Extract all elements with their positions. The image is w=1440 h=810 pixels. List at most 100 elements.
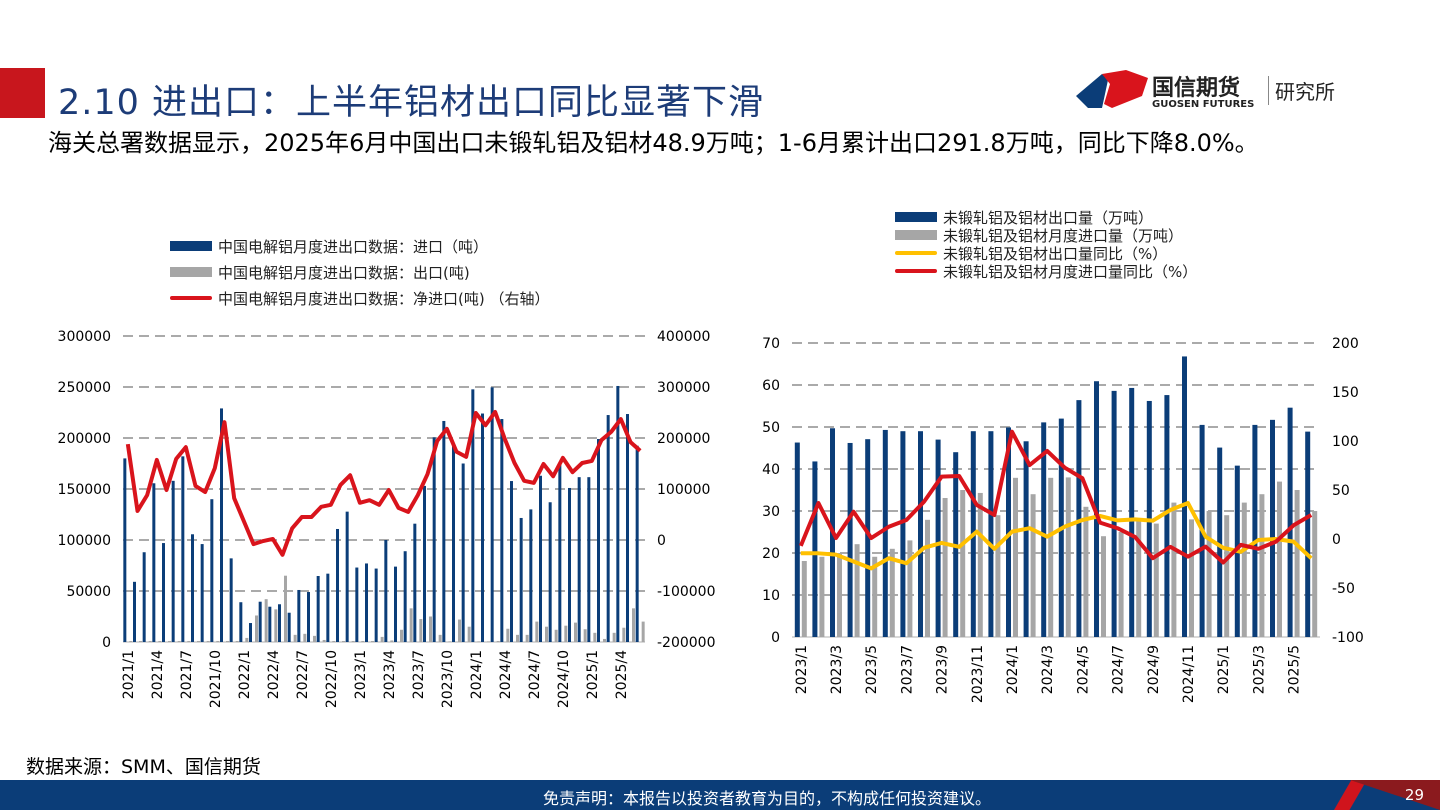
y-tick-label: 10 <box>762 588 780 604</box>
bar-primary <box>442 420 446 642</box>
y2-tick-label: -200000 <box>657 635 716 651</box>
bar-primary <box>1111 390 1117 637</box>
x-tick-label: 2021/4 <box>150 650 166 699</box>
bar-secondary <box>564 625 568 642</box>
bar-secondary <box>255 615 258 642</box>
x-tick-label: 2023/3 <box>829 645 845 694</box>
bar-primary <box>500 419 504 642</box>
bar-secondary <box>535 621 539 642</box>
bar-secondary <box>1224 515 1230 637</box>
bar-primary <box>935 439 941 637</box>
x-tick-label: 2023/10 <box>440 650 456 708</box>
y2-tick-label: 200000 <box>657 431 710 447</box>
legend-swatch <box>170 296 212 300</box>
bar-primary <box>229 558 233 642</box>
legend-swatch <box>895 230 937 240</box>
bar-primary <box>365 563 368 642</box>
bar-secondary <box>235 640 239 642</box>
bar-secondary <box>187 640 191 642</box>
y2-tick-label: 150 <box>1332 385 1359 401</box>
x-tick-label: 2025/1 <box>1216 645 1232 694</box>
x-tick-label: 2021/10 <box>208 650 224 708</box>
bar-secondary <box>554 629 558 642</box>
bar-secondary <box>467 626 471 642</box>
legend-label: 未锻轧铝及铝材月度进口量同比（%） <box>943 262 1198 281</box>
bar-primary <box>278 604 281 642</box>
bar-primary <box>461 463 465 642</box>
legend-item: 未锻轧铝及铝材月度进口量（万吨） <box>895 226 1197 245</box>
bar-primary <box>403 551 407 642</box>
right-chart: 706050403020100200150100500-50-1002023/1… <box>762 336 1364 703</box>
bar-secondary <box>226 640 229 642</box>
bar-primary <box>171 480 175 642</box>
bar-primary <box>900 431 906 637</box>
bar-primary <box>882 429 888 637</box>
bar-secondary <box>1083 506 1089 637</box>
legend-label: 中国电解铝月度进出口数据：净进口(吨) （右轴） <box>218 289 550 308</box>
line-series-2 <box>800 501 1313 571</box>
bar-primary <box>847 442 853 637</box>
bar-primary <box>812 461 818 637</box>
y2-tick-label: -100000 <box>657 584 716 600</box>
bar-primary <box>1164 395 1170 637</box>
bar-secondary <box>837 553 842 637</box>
x-tick-label: 2024/10 <box>556 650 572 708</box>
legend-item: 未锻轧铝及铝材月度进口量同比（%） <box>895 262 1198 281</box>
bar-primary <box>287 612 291 642</box>
footer-decoration <box>1350 780 1440 810</box>
bar-primary <box>1076 400 1082 637</box>
y-tick-label: 40 <box>762 462 780 478</box>
page-subtitle: 海关总署数据显示，2025年6月中国出口未锻轧铝及铝材48.9万吨；1-6月累计… <box>48 129 1259 157</box>
left-chart: 300000 250000 200000 150000 100000 50000 0 4000… <box>58 329 716 708</box>
bar-primary <box>210 499 214 642</box>
x-tick-label: 2025/4 <box>614 650 630 699</box>
x-tick-label: 2025/1 <box>585 650 601 699</box>
bar-secondary <box>458 619 461 642</box>
bar-secondary <box>1312 511 1318 637</box>
x-tick-label: 2023/9 <box>935 645 951 694</box>
bar-secondary <box>641 621 645 642</box>
x-tick-label: 2024/7 <box>527 650 543 699</box>
bar-primary <box>123 458 127 642</box>
x-tick-label: 2023/7 <box>899 645 915 694</box>
x-tick-label: 2024/11 <box>1181 645 1197 703</box>
bar-secondary <box>332 640 336 642</box>
y-tick-label: 0 <box>771 630 780 646</box>
x-tick-label: 2024/9 <box>1146 645 1162 694</box>
bar-secondary <box>419 619 423 642</box>
bar-secondary <box>819 556 825 637</box>
bar-primary <box>1182 356 1187 637</box>
bar-primary <box>355 567 359 642</box>
bar-primary <box>432 437 436 642</box>
bar-secondary <box>158 640 162 642</box>
bar-primary <box>577 477 581 642</box>
bar-primary <box>326 573 330 642</box>
bar-secondary <box>139 640 142 642</box>
bar-primary <box>413 523 417 642</box>
bar-primary <box>268 606 272 642</box>
bar-primary <box>568 487 571 642</box>
bar-primary <box>1006 427 1011 637</box>
bar-primary <box>510 481 513 642</box>
y-tick-label: 300000 <box>58 329 111 345</box>
bar-primary <box>1287 407 1293 637</box>
legend-label: 未锻轧铝及铝材出口量（万吨） <box>943 208 1154 227</box>
bar-primary <box>471 389 475 642</box>
bar-secondary <box>1206 511 1212 637</box>
bar-primary <box>297 589 301 642</box>
bar-secondary <box>942 497 948 637</box>
bar-secondary <box>632 608 635 642</box>
bar-secondary <box>400 629 403 642</box>
y-tick-label: 0 <box>102 635 111 651</box>
bar-primary <box>616 385 620 642</box>
legend-item: 未锻轧铝及铝材出口量（万吨） <box>895 208 1197 227</box>
y2-tick-label: 300000 <box>657 380 710 396</box>
bar-secondary <box>293 634 297 642</box>
bar-primary <box>200 544 204 642</box>
x-tick-label: 2024/1 <box>1005 645 1021 694</box>
bar-primary <box>239 602 243 642</box>
x-tick-label: 2023/7 <box>411 650 427 699</box>
bar-secondary <box>448 641 452 642</box>
bar-secondary <box>622 627 626 642</box>
x-tick-label: 2024/7 <box>1111 645 1127 694</box>
